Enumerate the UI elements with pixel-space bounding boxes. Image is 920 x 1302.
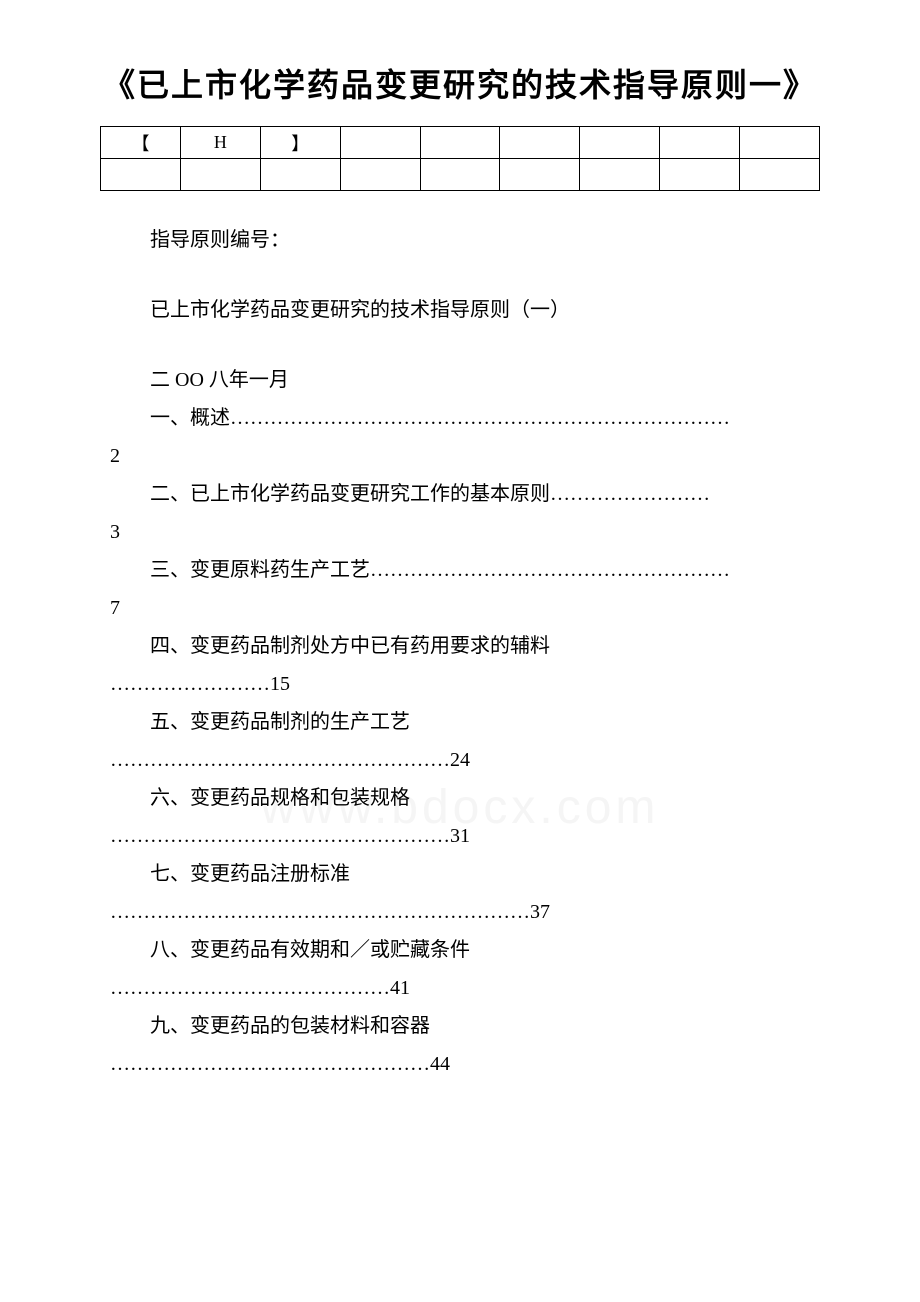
guide-number-label: 指导原则编号： [0,221,920,259]
toc-line: 六、变更药品规格和包装规格 [0,779,920,817]
table-cell [420,127,500,159]
toc-page: ……………………………………………24 [0,741,920,779]
toc-page: ……………………………………………31 [0,817,920,855]
toc-entry: 一、概述………………………………………………………………… 2 [0,399,920,475]
table-cell [580,159,660,191]
toc-line: 五、变更药品制剂的生产工艺 [0,703,920,741]
table-cell: 【 [101,127,181,159]
toc-entry: 八、变更药品有效期和／或贮藏条件 ……………………………………41 [0,931,920,1007]
toc-line: 三、变更原料药生产工艺……………………………………………… [0,551,920,589]
table-cell [101,159,181,191]
table-cell [580,127,660,159]
document-container: www.bdocx.com 《已上市化学药品变更研究的技术指导原则一》 【 H … [0,60,920,1083]
table-cell [660,159,740,191]
document-title: 《已上市化学药品变更研究的技术指导原则一》 [0,60,920,106]
toc-page: ……………………15 [0,665,920,703]
table-cell [660,127,740,159]
table-row: 【 H 】 [101,127,820,159]
toc-page: ………………………………………………………37 [0,893,920,931]
toc-line: 一、概述………………………………………………………………… [0,399,920,437]
date: 二 OO 八年一月 [0,361,920,399]
toc-line: 八、变更药品有效期和／或贮藏条件 [0,931,920,969]
toc-entry: 七、变更药品注册标准 ………………………………………………………37 [0,855,920,931]
toc-entry: 二、已上市化学药品变更研究工作的基本原则…………………… 3 [0,475,920,551]
table-row [101,159,820,191]
table-cell [740,159,820,191]
toc-entry: 四、变更药品制剂处方中已有药用要求的辅料 ……………………15 [0,627,920,703]
table-cell [180,159,260,191]
table-cell: 】 [260,127,340,159]
table-cell [420,159,500,191]
toc-entry: 九、变更药品的包装材料和容器 …………………………………………44 [0,1007,920,1083]
toc-line: 二、已上市化学药品变更研究工作的基本原则…………………… [0,475,920,513]
toc-entry: 三、变更原料药生产工艺……………………………………………… 7 [0,551,920,627]
table-cell [740,127,820,159]
table-cell [500,127,580,159]
toc-page: …………………………………………44 [0,1045,920,1083]
toc-entry: 六、变更药品规格和包装规格 ……………………………………………31 [0,779,920,855]
toc-entry: 五、变更药品制剂的生产工艺 ……………………………………………24 [0,703,920,779]
code-table: 【 H 】 [100,126,820,191]
table-cell [260,159,340,191]
table-cell [340,159,420,191]
toc-page: 2 [0,437,920,475]
toc-line: 四、变更药品制剂处方中已有药用要求的辅料 [0,627,920,665]
toc-page: 3 [0,513,920,551]
toc-line: 七、变更药品注册标准 [0,855,920,893]
table-cell [340,127,420,159]
table-cell: H [180,127,260,159]
toc-page: ……………………………………41 [0,969,920,1007]
toc-page: 7 [0,589,920,627]
toc-line: 九、变更药品的包装材料和容器 [0,1007,920,1045]
table-cell [500,159,580,191]
subtitle: 已上市化学药品变更研究的技术指导原则（一） [0,291,920,329]
